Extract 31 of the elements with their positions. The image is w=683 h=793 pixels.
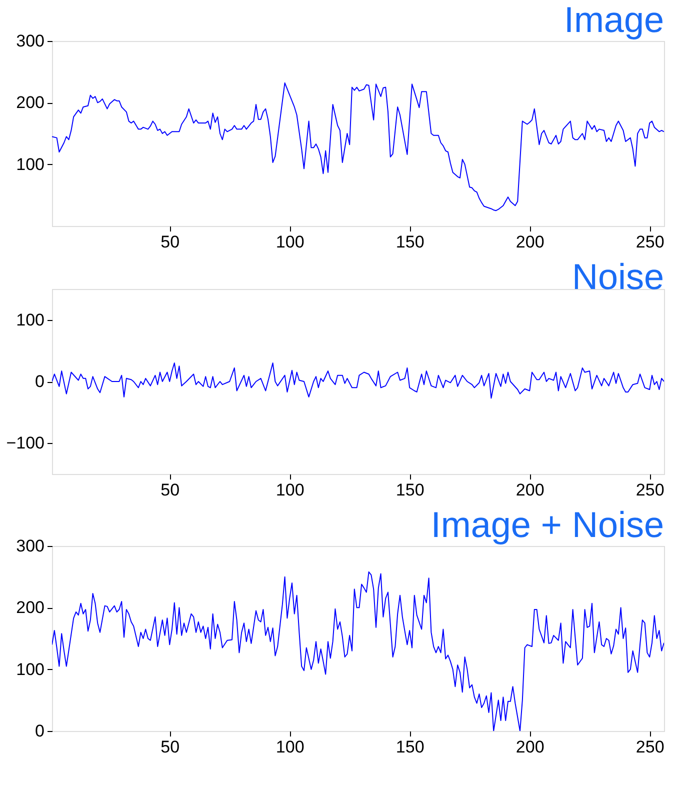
line-series [52, 571, 664, 731]
y-tick-label: 200 [16, 598, 44, 618]
y-tick-label: 0 [35, 722, 44, 740]
y-tick-label: 100 [16, 660, 44, 679]
chart-title: Image + Noise [430, 504, 664, 545]
x-tick-label: 200 [516, 738, 544, 756]
y-tick-label: 100 [16, 154, 44, 174]
x-tick-label: 50 [160, 480, 180, 500]
line-series [52, 362, 664, 399]
x-tick-label: 150 [396, 738, 424, 756]
x-tick-label: 200 [516, 232, 544, 252]
x-tick-label: 150 [396, 480, 424, 500]
y-tick-label: 300 [16, 536, 44, 556]
x-tick-label: 250 [636, 738, 664, 756]
x-tick-label: 50 [160, 738, 180, 756]
x-tick-label: 50 [160, 232, 180, 252]
chart-title: Image [564, 0, 664, 40]
y-tick-label: −100 [6, 434, 44, 453]
x-tick-label: 200 [516, 480, 544, 500]
x-tick-label: 250 [636, 480, 664, 500]
x-tick-label: 100 [276, 738, 304, 756]
x-tick-label: 250 [636, 232, 664, 252]
line-series [52, 82, 664, 212]
y-tick-label: 100 [16, 310, 44, 330]
x-tick-label: 100 [276, 480, 304, 500]
x-tick-label: 100 [276, 232, 304, 252]
x-tick-label: 150 [396, 232, 424, 252]
y-tick-label: 0 [35, 372, 44, 391]
y-tick-label: 300 [16, 32, 44, 50]
chart-title: Noise [572, 256, 664, 297]
y-tick-label: 200 [16, 93, 44, 112]
